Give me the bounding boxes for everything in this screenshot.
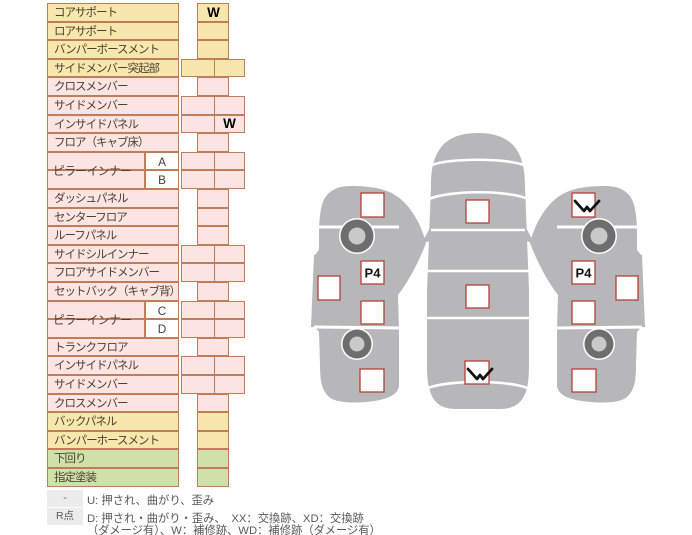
svg-text:P4: P4	[576, 266, 593, 281]
svg-text:P4: P4	[365, 266, 382, 281]
